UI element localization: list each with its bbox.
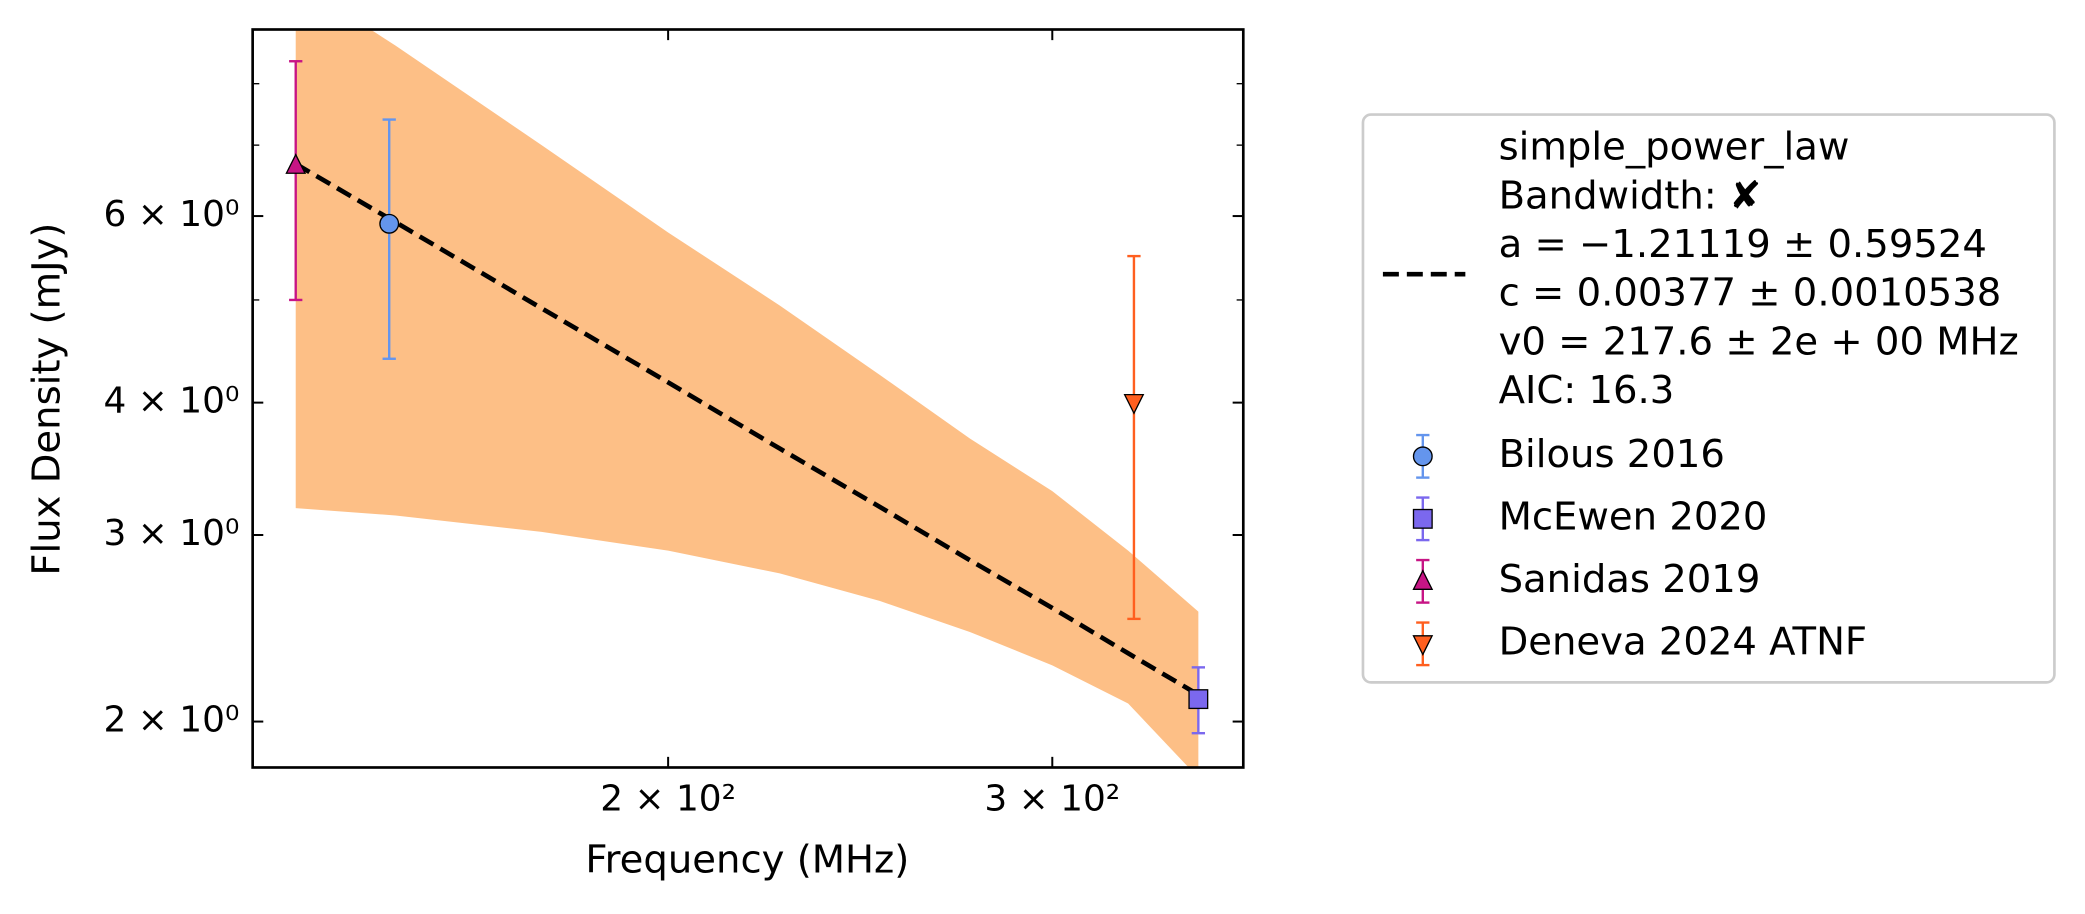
legend-fit-label: AIC: 16.3 (1499, 368, 1675, 413)
legend-label: McEwen 2020 (1499, 494, 1768, 539)
legend-fit-label: a = −1.21119 ± 0.59524 (1499, 222, 1987, 267)
data-point (285, 153, 307, 174)
x-tick-label: 2 × 10² (600, 779, 736, 820)
error-bar (382, 118, 396, 360)
error-bar (289, 60, 303, 302)
x-tick-label: 3 × 10² (984, 779, 1120, 820)
legend-marker (1412, 508, 1433, 529)
legend-label: Sanidas 2019 (1499, 557, 1761, 602)
y-tick-label: 4 × 10⁰ (104, 381, 240, 422)
y-axis-label: Flux Density (mJy) (25, 223, 70, 576)
data-point (379, 213, 400, 234)
axes-frame (251, 28, 1245, 769)
y-tick-label: 3 × 10⁰ (104, 513, 240, 554)
y-tick-label: 6 × 10⁰ (104, 194, 240, 235)
legend-label: Bilous 2016 (1499, 432, 1725, 477)
legend-marker (1412, 569, 1434, 590)
legend-fit-label: c = 0.00377 ± 0.0010538 (1499, 271, 2002, 316)
fit-band (295, 29, 1199, 768)
legend-fit-label: Bandwidth: ✘ (1499, 173, 1762, 218)
fit-line (294, 161, 1200, 697)
legend-label: Deneva 2024 ATNF (1499, 619, 1868, 664)
error-bar (1127, 254, 1141, 621)
legend-fit-label: simple_power_law (1499, 125, 1850, 170)
x-axis-label: Frequency (MHz) (585, 837, 909, 882)
legend (1361, 113, 2056, 684)
y-tick-label: 2 × 10⁰ (104, 700, 240, 741)
legend-marker (1412, 635, 1434, 656)
data-point (1188, 689, 1209, 710)
plot-area (294, 29, 1200, 768)
data-point (1123, 393, 1145, 415)
legend-fit-label: v0 = 217.6 ± 2e + 00 MHz (1499, 319, 2019, 364)
legend-marker (1412, 446, 1433, 467)
